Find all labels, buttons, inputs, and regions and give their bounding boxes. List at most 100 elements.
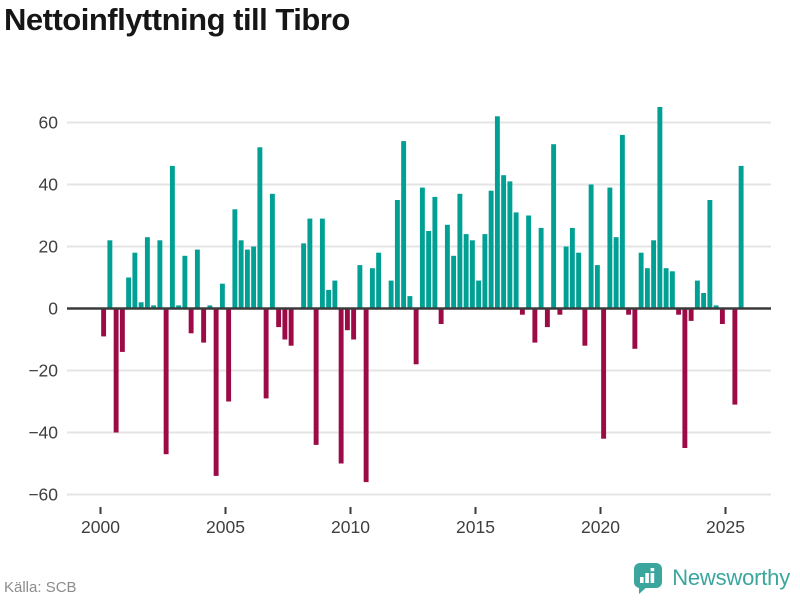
bar-2012-q3[interactable] (413, 308, 419, 365)
bar-2019-q2[interactable] (582, 308, 588, 346)
bar-2011-q4[interactable] (394, 200, 400, 309)
bar-2019-q3[interactable] (588, 184, 594, 309)
bar-2016-q2[interactable] (507, 181, 513, 309)
bar-2013-q4[interactable] (444, 224, 450, 309)
bar-2012-q2[interactable] (407, 296, 413, 309)
bar-2010-q4[interactable] (369, 268, 375, 309)
bar-2010-q3[interactable] (363, 308, 369, 483)
bar-2004-q4[interactable] (219, 283, 225, 309)
bar-2000-q3[interactable] (113, 308, 119, 433)
bar-2025-q2[interactable] (732, 308, 738, 405)
bar-2024-q4[interactable] (719, 308, 725, 325)
bar-2018-q2[interactable] (557, 308, 563, 315)
bar-2019-q1[interactable] (576, 252, 582, 309)
bar-2015-q2[interactable] (482, 234, 488, 309)
bar-2024-q2[interactable] (707, 200, 713, 309)
bar-2002-q3[interactable] (163, 308, 169, 455)
bar-2012-q4[interactable] (419, 187, 425, 309)
bar-2021-q3[interactable] (638, 252, 644, 309)
bar-2017-q2[interactable] (532, 308, 538, 343)
bar-2018-q3[interactable] (563, 246, 569, 309)
bar-2010-q1[interactable] (351, 308, 357, 340)
bar-2004-q1[interactable] (201, 308, 207, 343)
bar-2023-q3[interactable] (688, 308, 694, 321)
bar-2008-q2[interactable] (307, 218, 313, 309)
bar-2022-q3[interactable] (663, 268, 669, 309)
bar-2005-q1[interactable] (226, 308, 232, 402)
bar-2016-q3[interactable] (513, 212, 519, 309)
bar-2011-q3[interactable] (388, 280, 394, 309)
bar-2016-q1[interactable] (501, 175, 507, 309)
bar-2016-q4[interactable] (519, 308, 525, 315)
bar-2006-q4[interactable] (269, 193, 275, 309)
bar-2017-q4[interactable] (544, 308, 550, 328)
bar-2015-q1[interactable] (476, 280, 482, 309)
bar-2000-q4[interactable] (119, 308, 125, 352)
bar-2023-q2[interactable] (682, 308, 688, 449)
bar-2003-q4[interactable] (194, 249, 200, 309)
bar-2000-q1[interactable] (101, 308, 107, 337)
bar-2018-q4[interactable] (569, 227, 575, 309)
bar-2013-q1[interactable] (426, 231, 432, 309)
bar-2004-q2[interactable] (207, 305, 213, 309)
bar-2008-q1[interactable] (301, 243, 307, 309)
bar-2013-q2[interactable] (432, 196, 438, 309)
bar-2017-q3[interactable] (538, 227, 544, 309)
bar-2022-q2[interactable] (657, 107, 663, 309)
bar-2020-q4[interactable] (619, 134, 625, 309)
bar-2004-q3[interactable] (213, 308, 219, 476)
bar-2023-q1[interactable] (676, 308, 682, 315)
bar-2005-q3[interactable] (238, 240, 244, 309)
bar-2001-q2[interactable] (132, 252, 138, 309)
bar-2010-q2[interactable] (357, 265, 363, 309)
bar-2017-q1[interactable] (526, 215, 532, 309)
bar-2009-q1[interactable] (326, 289, 332, 309)
bar-2009-q2[interactable] (332, 280, 338, 309)
bar-2003-q2[interactable] (182, 255, 188, 309)
bar-2003-q3[interactable] (188, 308, 194, 334)
bar-2025-q3[interactable] (738, 165, 744, 309)
bar-2007-q3[interactable] (288, 308, 294, 346)
bar-2005-q4[interactable] (244, 249, 250, 309)
bar-2024-q1[interactable] (701, 293, 707, 309)
bar-2018-q1[interactable] (551, 144, 557, 309)
bar-2000-q2[interactable] (107, 240, 113, 309)
bar-2015-q3[interactable] (488, 190, 494, 309)
bar-2003-q1[interactable] (176, 305, 182, 309)
bar-2001-q1[interactable] (126, 277, 132, 309)
bar-2001-q3[interactable] (138, 302, 144, 309)
bar-2002-q2[interactable] (157, 240, 163, 309)
bar-2012-q1[interactable] (401, 141, 407, 309)
bar-2006-q3[interactable] (263, 308, 269, 399)
bar-2021-q1[interactable] (626, 308, 632, 315)
bar-2019-q4[interactable] (594, 265, 600, 309)
bar-2014-q1[interactable] (451, 255, 457, 309)
bar-2006-q2[interactable] (257, 147, 263, 309)
bar-2013-q3[interactable] (438, 308, 444, 325)
bar-2006-q1[interactable] (251, 246, 257, 309)
bar-2009-q3[interactable] (338, 308, 344, 464)
bar-2014-q4[interactable] (469, 240, 475, 309)
bar-2009-q4[interactable] (344, 308, 350, 331)
bar-2001-q4[interactable] (144, 237, 150, 309)
bar-2015-q4[interactable] (494, 116, 500, 309)
bar-2022-q1[interactable] (651, 240, 657, 309)
bar-2005-q2[interactable] (232, 209, 238, 309)
newsworthy-logo[interactable]: Newsworthy (633, 560, 790, 596)
bar-2021-q2[interactable] (632, 308, 638, 349)
bar-2011-q1[interactable] (376, 252, 382, 309)
bar-2014-q2[interactable] (457, 193, 463, 309)
bar-2014-q3[interactable] (463, 234, 469, 309)
bar-2020-q1[interactable] (601, 308, 607, 439)
bar-2007-q1[interactable] (276, 308, 282, 328)
bar-2020-q2[interactable] (607, 187, 613, 309)
bar-2020-q3[interactable] (613, 237, 619, 309)
bar-2008-q3[interactable] (313, 308, 319, 445)
bar-2022-q4[interactable] (669, 271, 675, 309)
bar-2002-q1[interactable] (151, 305, 157, 309)
bar-2007-q2[interactable] (282, 308, 288, 340)
bar-2021-q4[interactable] (644, 268, 650, 309)
bar-2023-q4[interactable] (694, 280, 700, 309)
bar-2008-q4[interactable] (319, 218, 325, 309)
bar-2002-q4[interactable] (169, 165, 175, 309)
